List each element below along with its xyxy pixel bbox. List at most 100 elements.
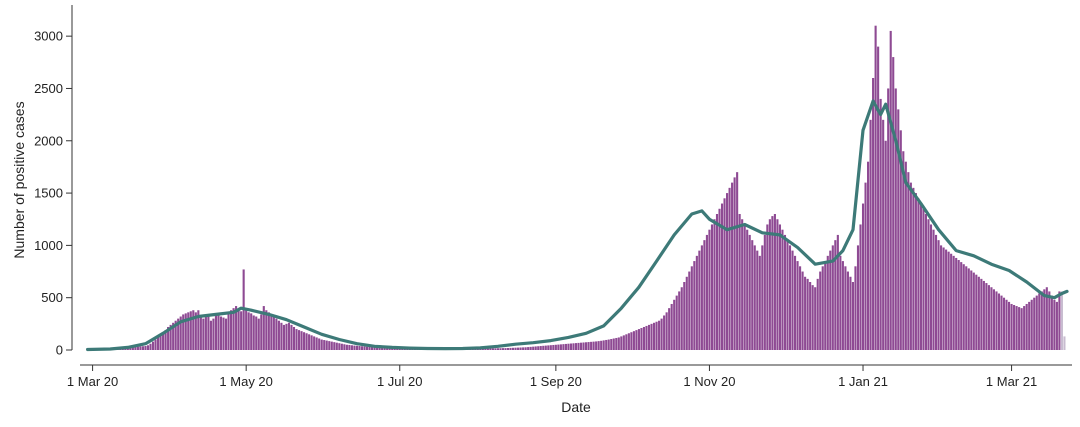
bar: [1020, 308, 1023, 350]
bar: [182, 314, 185, 350]
bar: [318, 338, 321, 350]
bar: [902, 151, 905, 350]
bar: [781, 229, 784, 350]
bar: [267, 312, 270, 350]
bar: [287, 322, 291, 350]
bar: [663, 315, 666, 350]
bar: [250, 313, 253, 350]
bar: [773, 214, 776, 350]
bar: [592, 341, 595, 350]
bar: [748, 234, 751, 350]
bar: [869, 119, 872, 350]
bar: [139, 346, 142, 350]
bar: [819, 271, 822, 350]
bar: [529, 346, 532, 350]
bar: [1018, 307, 1021, 350]
bar: [542, 345, 545, 350]
x-axis-title: Date: [561, 399, 591, 415]
bar: [932, 229, 935, 350]
bar: [585, 342, 588, 350]
bar: [743, 224, 746, 350]
bar: [801, 271, 804, 350]
bar: [829, 250, 832, 350]
bar: [164, 330, 167, 350]
bar: [235, 306, 238, 350]
bar: [277, 320, 280, 350]
bar: [642, 326, 646, 350]
bar: [572, 343, 575, 350]
bar: [947, 251, 950, 350]
x-tick-label: 1 May 20: [219, 374, 272, 389]
bar: [245, 310, 248, 350]
bar: [557, 344, 560, 350]
bar: [260, 314, 263, 350]
bar: [1002, 297, 1006, 350]
bar: [154, 339, 157, 350]
bar: [650, 323, 653, 350]
bar: [1033, 297, 1036, 350]
bar: [544, 345, 547, 350]
bar: [914, 193, 917, 350]
bar: [335, 342, 338, 350]
y-tick-label: 2000: [34, 133, 63, 148]
bar: [806, 278, 809, 350]
bar: [940, 245, 943, 350]
bar: [494, 348, 497, 350]
bar: [877, 46, 880, 351]
bar: [270, 314, 273, 350]
bar: [595, 341, 598, 350]
y-tick-label: 1500: [34, 186, 63, 201]
bar: [1055, 301, 1058, 350]
bar: [199, 315, 202, 350]
x-tick-label: 1 Jan 21: [838, 374, 888, 389]
bar: [909, 182, 912, 350]
bar: [330, 341, 333, 350]
bar: [532, 346, 535, 350]
bar: [363, 346, 366, 350]
bar: [675, 295, 678, 350]
bar: [718, 208, 721, 350]
bar: [635, 330, 638, 350]
bar: [809, 282, 812, 350]
bar: [257, 318, 260, 350]
bar: [670, 303, 673, 350]
bar: [214, 315, 218, 350]
bar: [285, 323, 288, 350]
bar-series: [94, 25, 1066, 351]
bar: [255, 316, 258, 350]
bar: [486, 348, 489, 350]
y-tick-label: 0: [56, 343, 63, 358]
bar: [889, 30, 892, 350]
bar: [262, 306, 265, 350]
bar: [680, 287, 683, 350]
bar: [559, 344, 562, 350]
bar: [678, 291, 681, 350]
bar: [945, 249, 948, 350]
bar: [320, 339, 323, 350]
bar: [305, 333, 308, 350]
bar: [1015, 306, 1018, 350]
bar: [912, 187, 915, 350]
bar: [980, 278, 983, 350]
bar: [388, 347, 391, 350]
bar: [703, 240, 706, 350]
bar: [590, 341, 593, 350]
bar: [275, 318, 278, 350]
bar: [713, 219, 716, 350]
bar: [756, 250, 759, 350]
bar: [134, 346, 137, 350]
y-axis: 0 500 1000 1500 2000 2500 3000: [34, 5, 73, 358]
x-tick-label: 1 Jul 20: [377, 374, 423, 389]
bar: [839, 255, 842, 350]
y-tick-label: 1000: [34, 238, 63, 253]
bar: [491, 348, 494, 350]
bar: [715, 214, 719, 350]
bar: [184, 313, 187, 350]
bar: [811, 285, 814, 350]
bar: [129, 347, 132, 350]
bar: [987, 285, 990, 350]
bar: [371, 347, 374, 350]
bar: [338, 343, 341, 350]
bar: [708, 229, 711, 350]
bar: [131, 347, 134, 350]
